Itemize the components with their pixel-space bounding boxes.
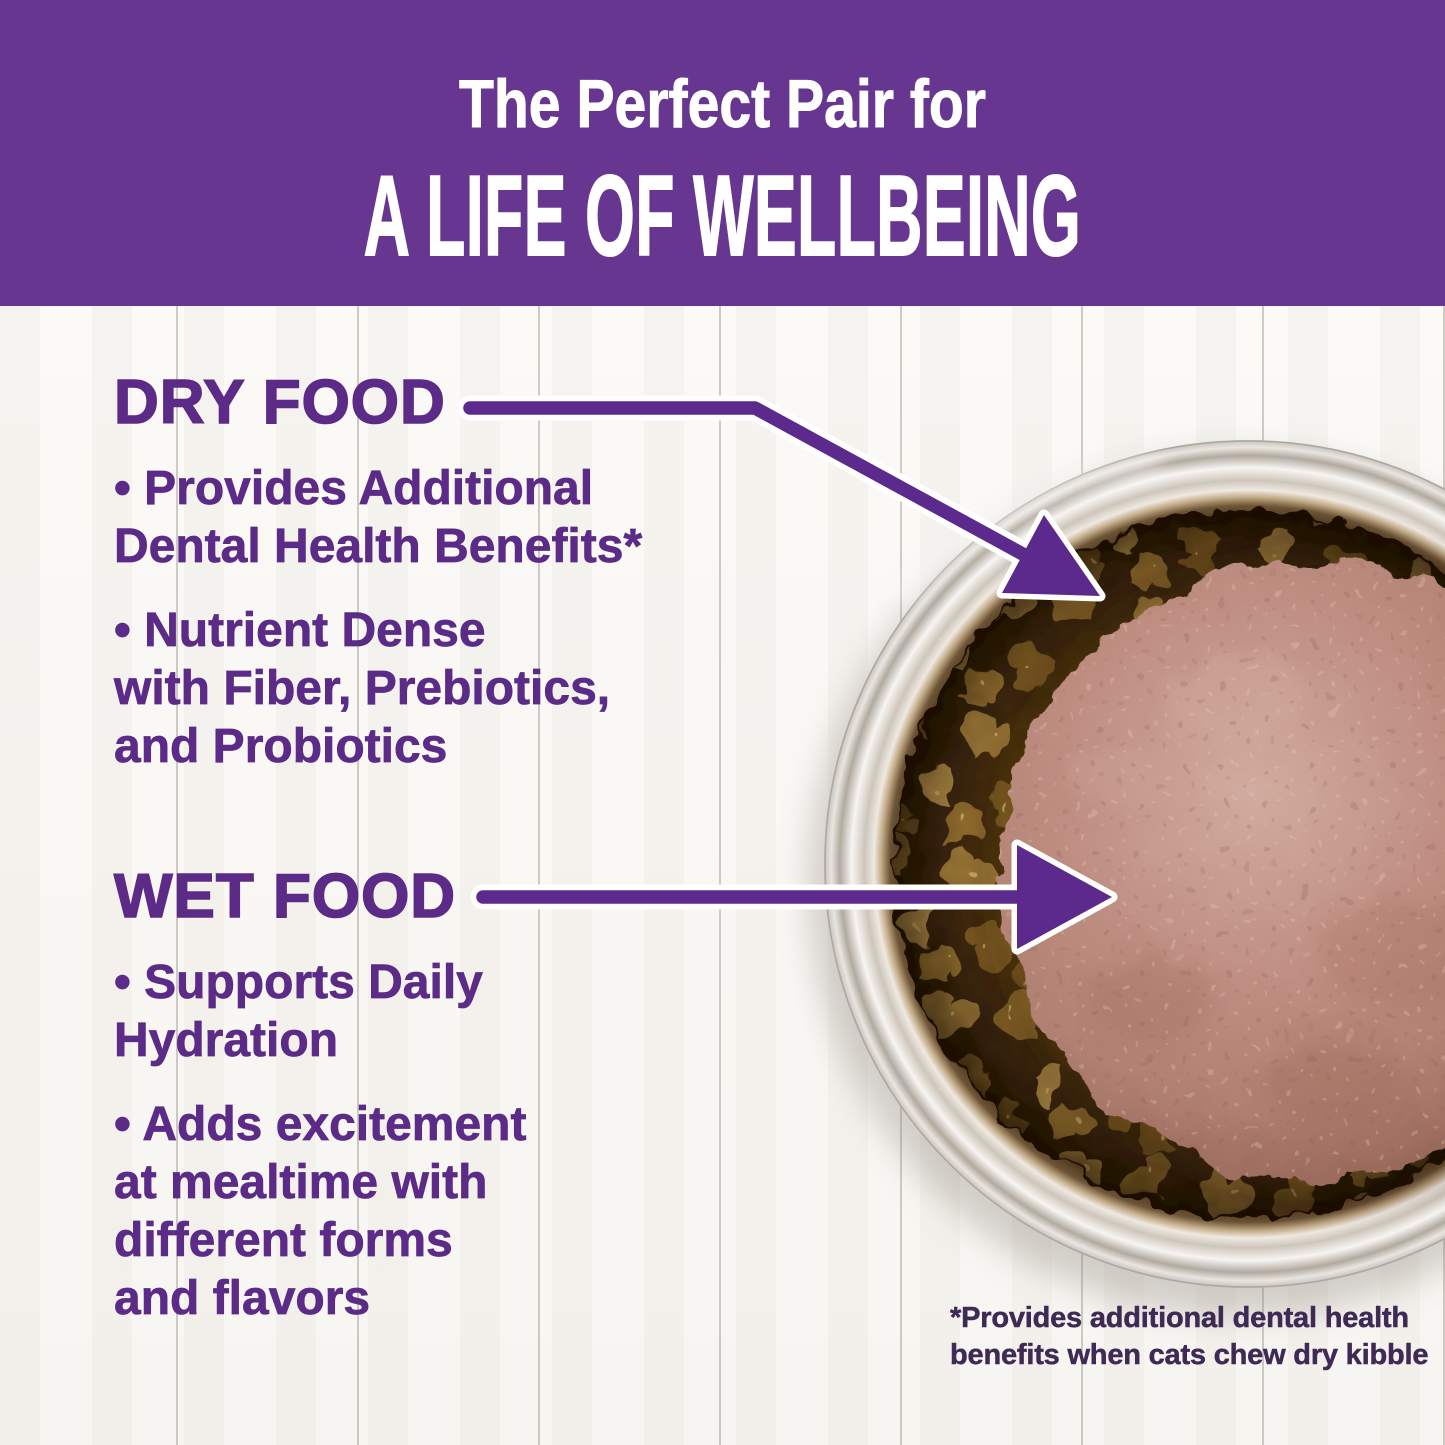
wet-food-shadow (979, 541, 1445, 1203)
footnote-line: benefits when cats chew dry kibble (950, 1339, 1429, 1372)
footnote: *Provides additional dental health benef… (950, 1300, 1429, 1374)
dry-food-arrow (457, 395, 1106, 602)
dry-food-heading: DRY FOOD (113, 368, 446, 437)
wet-food-bullet-1: • Supports Daily Hydration (114, 954, 526, 1070)
bullet-line: with Fiber, Prebiotics, (114, 662, 611, 716)
header-title: A LIFE OF WELLBEING (363, 153, 1082, 280)
wet-food (1000, 560, 1445, 1180)
bullet-line: Dental Health Benefits* (114, 520, 643, 574)
bowl-rim-highlight (895, 460, 1161, 604)
bullet-line: and Probiotics (114, 720, 448, 774)
bullet-line: • Adds excitement (114, 1098, 527, 1152)
bullet-line: • Provides Additional (114, 462, 594, 516)
wet-food-bullet-2: • Adds excitement at mealtime with diffe… (114, 1096, 527, 1328)
dry-food-bullet-2: • Nutrient Dense with Fiber, Prebiotics,… (114, 602, 642, 776)
bullet-line: • Nutrient Dense (114, 604, 486, 658)
wet-food-arrow (470, 839, 1118, 955)
dry-food-section: DRY FOOD • Provides Additional Dental He… (113, 368, 643, 802)
bullet-line: different forms (114, 1214, 453, 1268)
bowl-rim-edge (824, 440, 1445, 1288)
bullet-line: and flavors (114, 1272, 371, 1326)
header-band: The Perfect Pair for A LIFE OF WELLBEING (0, 0, 1445, 306)
wet-food-heading: WET FOOD (113, 862, 457, 931)
dry-food-bullet-1: • Provides Additional Dental Health Bene… (114, 460, 643, 576)
bullet-line: at mealtime with (114, 1156, 488, 1210)
footnote-line: *Provides additional dental health (950, 1302, 1410, 1335)
bullet-line: • Supports Daily (114, 956, 484, 1010)
header-subtitle: The Perfect Pair for (459, 66, 987, 142)
wet-food-section: WET FOOD • Supports Daily Hydration • Ad… (113, 862, 527, 1354)
bullet-line: Hydration (114, 1014, 339, 1068)
